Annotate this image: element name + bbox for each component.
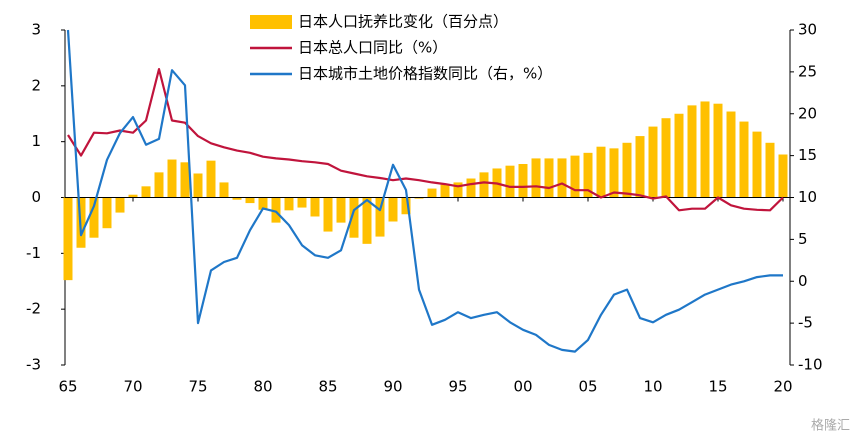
legend-text: 日本城市土地价格指数同比（右，%） [298, 65, 552, 83]
x-tick-label: 20 [773, 378, 792, 396]
y-tick-label: -2 [26, 300, 41, 318]
bar [271, 197, 281, 223]
x-tick-label: 05 [578, 378, 597, 396]
bar [427, 188, 437, 198]
bar [89, 197, 99, 238]
bar [752, 131, 762, 198]
bar [362, 197, 372, 244]
y2-tick-label: 10 [798, 188, 817, 206]
bar [232, 197, 242, 200]
bar [167, 159, 177, 198]
x-tick-label: 70 [123, 378, 142, 396]
bar [609, 148, 619, 198]
bar [518, 164, 528, 198]
x-tick-label: 00 [513, 378, 532, 396]
bar [193, 173, 203, 198]
x-tick-label: 85 [318, 378, 337, 396]
y2-tick-label: 15 [798, 146, 817, 164]
y-tick-label: 2 [31, 76, 41, 94]
x-tick-label: 90 [383, 378, 402, 396]
x-tick-label: 10 [643, 378, 662, 396]
y-tick-label: -1 [26, 244, 41, 262]
y-tick-label: 0 [31, 188, 41, 206]
y2-tick-label: 0 [798, 272, 808, 290]
bar [713, 103, 723, 198]
bar [739, 121, 749, 198]
bar [141, 186, 151, 198]
bar [674, 113, 684, 198]
watermark: 格隆汇 [811, 418, 850, 434]
bar [336, 197, 346, 223]
bar [661, 118, 671, 198]
legend-swatch [250, 15, 292, 29]
legend-text: 日本人口抚养比变化（百分点） [298, 13, 508, 31]
bar [414, 197, 424, 199]
bar [531, 158, 541, 198]
bar [180, 162, 190, 198]
bar [583, 152, 593, 198]
legend-text: 日本总人口同比（%） [298, 39, 447, 57]
y2-tick-label: -5 [798, 314, 813, 332]
bar [401, 197, 411, 215]
bar [102, 197, 112, 229]
bar [388, 197, 398, 222]
bar [206, 160, 216, 198]
bar [544, 158, 554, 198]
bar [258, 197, 268, 210]
bar [128, 194, 138, 198]
line [66, 29, 783, 353]
y-tick-label: -3 [26, 356, 41, 374]
bar [349, 197, 359, 238]
y2-tick-label: -10 [798, 356, 823, 374]
bar [297, 197, 307, 208]
bar [284, 197, 294, 211]
bar [63, 197, 73, 281]
bar [375, 197, 385, 237]
bar [453, 182, 463, 198]
x-tick-label: 65 [58, 378, 77, 396]
bar [726, 111, 736, 198]
bar [700, 101, 710, 198]
bar [440, 184, 450, 198]
y-tick-label: 3 [31, 21, 41, 39]
y-tick-label: 1 [31, 132, 41, 150]
bar [505, 165, 515, 198]
bar [310, 197, 320, 217]
bar [557, 158, 567, 198]
bar [778, 154, 788, 198]
bar [479, 172, 489, 198]
y2-tick-label: 25 [798, 62, 817, 80]
bar [596, 146, 606, 198]
bar [245, 197, 255, 204]
bar [635, 136, 645, 198]
bar [115, 197, 125, 213]
bar [154, 172, 164, 198]
bar [687, 105, 697, 198]
bar [219, 182, 229, 198]
x-tick-label: 95 [448, 378, 467, 396]
x-tick-label: 80 [253, 378, 272, 396]
bar [466, 178, 476, 198]
bar [622, 142, 632, 198]
bar [570, 155, 580, 198]
y2-tick-label: 30 [798, 21, 817, 39]
x-tick-label: 15 [708, 378, 727, 396]
bar [765, 142, 775, 198]
bar [648, 126, 658, 198]
y2-tick-label: 20 [798, 104, 817, 122]
bar [323, 197, 333, 232]
y2-tick-label: 5 [798, 230, 808, 248]
x-tick-label: 75 [188, 378, 207, 396]
